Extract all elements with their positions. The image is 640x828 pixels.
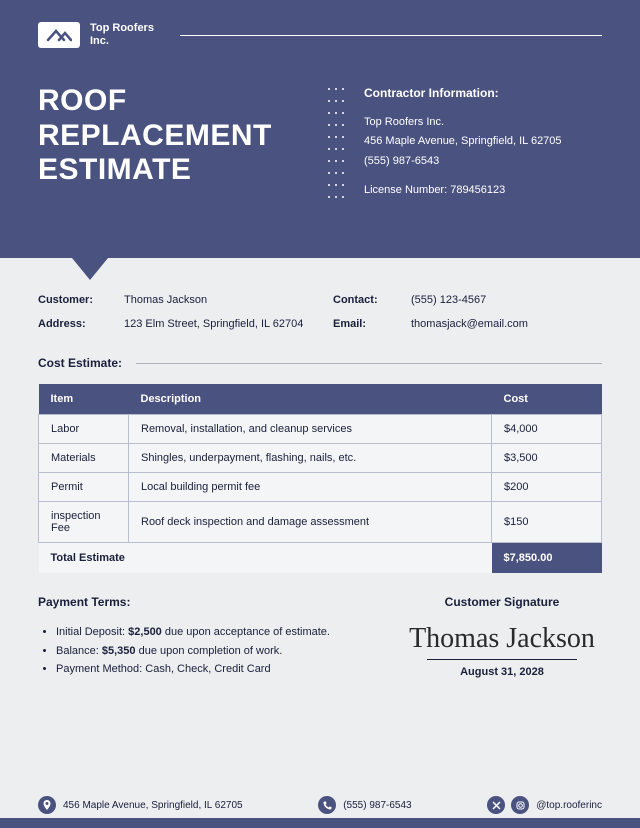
contractor-phone: (555) 987-6543 — [364, 153, 562, 171]
signature-heading: Customer Signature — [402, 595, 602, 609]
customer-name: Thomas Jackson — [124, 294, 315, 306]
payment-terms: Payment Terms: Initial Deposit: $2,500 d… — [38, 595, 372, 679]
contact-value: (555) 123-4567 — [411, 294, 602, 306]
footer-phone: (555) 987-6543 — [343, 800, 411, 811]
table-cell: $4,000 — [492, 415, 602, 444]
contractor-heading: Contractor Information: — [364, 84, 562, 103]
logo-icon — [38, 22, 80, 48]
payment-item: Balance: $5,350 due upon completion of w… — [56, 642, 372, 661]
footer-address: 456 Maple Avenue, Springfield, IL 62705 — [63, 800, 243, 811]
cost-table: Item Description Cost LaborRemoval, inst… — [38, 384, 602, 573]
email-value: thomasjack@email.com — [411, 318, 602, 330]
phone-icon — [318, 796, 336, 814]
table-cell: Shingles, underpayment, flashing, nails,… — [129, 444, 492, 473]
contractor-name: Top Roofers Inc. — [364, 114, 562, 132]
company-name-2: Inc. — [90, 35, 154, 48]
instagram-icon — [511, 796, 529, 814]
total-label: Total Estimate — [39, 543, 492, 574]
customer-info: Customer: Thomas Jackson Contact: (555) … — [38, 294, 602, 330]
cost-heading: Cost Estimate: — [38, 356, 122, 370]
section-divider — [136, 363, 602, 364]
footer-handle: @top.rooferinc — [536, 800, 602, 811]
total-value: $7,850.00 — [492, 543, 602, 574]
th-desc: Description — [129, 384, 492, 415]
table-row: LaborRemoval, installation, and cleanup … — [39, 415, 602, 444]
th-cost: Cost — [492, 384, 602, 415]
header: Top Roofers Inc. ROOF REPLACEMENT ESTIMA… — [0, 0, 640, 258]
table-row: PermitLocal building permit fee$200 — [39, 473, 602, 502]
header-pointer — [72, 258, 108, 280]
logo-row: Top Roofers Inc. — [38, 22, 602, 48]
table-cell: $200 — [492, 473, 602, 502]
email-label: Email: — [333, 318, 393, 330]
page-title: ROOF REPLACEMENT ESTIMATE — [38, 84, 308, 202]
table-row: inspection FeeRoof deck inspection and d… — [39, 502, 602, 543]
table-cell: inspection Fee — [39, 502, 129, 543]
signature-date: August 31, 2028 — [402, 666, 602, 678]
contractor-license: License Number: 789456123 — [364, 182, 562, 200]
header-divider — [180, 35, 602, 36]
signature-name: Thomas Jackson — [402, 623, 602, 655]
contractor-address: 456 Maple Avenue, Springfield, IL 62705 — [364, 133, 562, 151]
customer-label: Customer: — [38, 294, 106, 306]
table-cell: Materials — [39, 444, 129, 473]
contractor-info: Contractor Information: Top Roofers Inc.… — [364, 84, 562, 202]
table-cell: $3,500 — [492, 444, 602, 473]
table-cell: Removal, installation, and cleanup servi… — [129, 415, 492, 444]
bottom-bar — [0, 818, 640, 828]
table-row: MaterialsShingles, underpayment, flashin… — [39, 444, 602, 473]
footer: 456 Maple Avenue, Springfield, IL 62705 … — [38, 796, 602, 814]
signature-line — [427, 659, 577, 660]
table-cell: Labor — [39, 415, 129, 444]
contact-label: Contact: — [333, 294, 393, 306]
table-cell: Roof deck inspection and damage assessme… — [129, 502, 492, 543]
payment-heading: Payment Terms: — [38, 595, 372, 609]
company-name-1: Top Roofers — [90, 22, 154, 35]
th-item: Item — [39, 384, 129, 415]
address-value: 123 Elm Street, Springfield, IL 62704 — [124, 318, 315, 330]
signature-block: Customer Signature Thomas Jackson August… — [402, 595, 602, 679]
dot-grid — [328, 84, 344, 202]
payment-item: Initial Deposit: $2,500 due upon accepta… — [56, 623, 372, 642]
table-cell: Permit — [39, 473, 129, 502]
location-icon — [38, 796, 56, 814]
x-icon — [487, 796, 505, 814]
table-cell: $150 — [492, 502, 602, 543]
address-label: Address: — [38, 318, 106, 330]
table-cell: Local building permit fee — [129, 473, 492, 502]
payment-item: Payment Method: Cash, Check, Credit Card — [56, 660, 372, 679]
